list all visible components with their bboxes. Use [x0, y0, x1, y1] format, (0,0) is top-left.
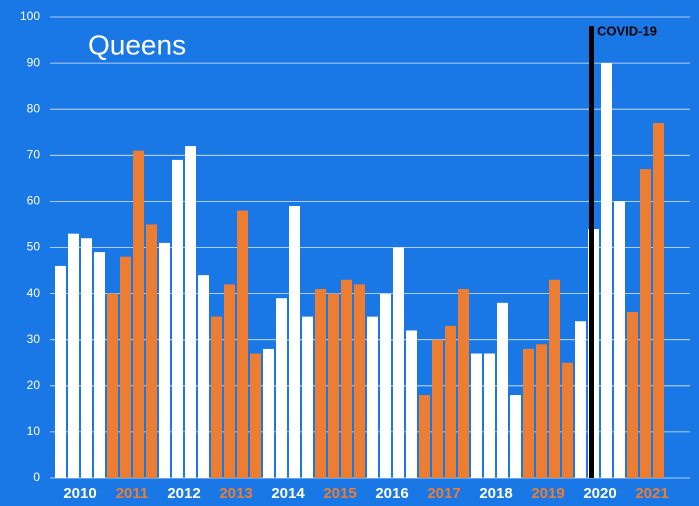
bar: [523, 348, 534, 478]
bar: [198, 275, 209, 478]
bar: [159, 242, 170, 478]
bar: [315, 288, 326, 478]
bar: [445, 325, 456, 478]
bar: [224, 284, 235, 478]
y-tick-label: 80: [27, 101, 41, 115]
bar: [601, 63, 612, 478]
bar: [419, 395, 430, 478]
x-tick-label: 2011: [116, 485, 149, 502]
bar: [536, 344, 547, 478]
y-tick-label: 60: [27, 194, 41, 208]
bar: [653, 123, 664, 478]
bar: [146, 224, 157, 478]
bar: [614, 201, 625, 478]
x-tick-label: 2014: [271, 485, 305, 502]
bar: [510, 395, 521, 478]
x-tick-label: 2015: [323, 485, 356, 502]
grid: 0 10 20 30 40 50 60 70 80 90 100: [20, 9, 690, 484]
bar: [237, 210, 248, 478]
bar: [627, 312, 638, 478]
bar: [393, 247, 404, 478]
x-tick-label: 2020: [583, 485, 616, 502]
y-tick-label: 0: [33, 470, 40, 484]
bar: [432, 339, 443, 478]
bar: [562, 362, 573, 478]
bar: [497, 302, 508, 478]
bar: [354, 284, 365, 478]
annotation: COVID-19: [597, 23, 657, 38]
bar: [107, 293, 118, 478]
bar: [211, 316, 222, 478]
bar: [133, 150, 144, 478]
bar: [575, 321, 586, 478]
bar: [55, 265, 66, 478]
bar: [250, 353, 261, 478]
bar: [289, 206, 300, 478]
bar: [640, 169, 651, 478]
y-tick-label: 10: [27, 424, 41, 438]
bar: [380, 293, 391, 478]
x-tick-label: 2017: [427, 485, 460, 502]
bar: [81, 238, 92, 478]
bar: [94, 252, 105, 478]
covid-line: [589, 26, 594, 478]
x-tick-label: 2021: [635, 485, 668, 502]
y-tick-label: 20: [27, 378, 41, 392]
bar: [276, 298, 287, 478]
y-tick-label: 90: [27, 55, 41, 69]
x-tick-label: 2013: [219, 485, 252, 502]
x-tick-label: 2010: [63, 485, 96, 502]
x-tick-label: 2016: [375, 485, 408, 502]
x-tick-label: 2018: [479, 485, 512, 502]
bar: [328, 293, 339, 478]
bar: [68, 233, 79, 478]
bar: [406, 330, 417, 478]
bar: [172, 159, 183, 478]
bar: [367, 316, 378, 478]
bar: [120, 256, 131, 478]
bar: [185, 146, 196, 478]
y-tick-label: 30: [27, 332, 41, 346]
x-tick-label: 2012: [167, 485, 200, 502]
bar: [458, 288, 469, 478]
y-tick-label: 70: [27, 147, 41, 161]
chart-title: Queens: [88, 29, 186, 60]
y-tick-label: 100: [20, 9, 40, 23]
y-tick-label: 40: [27, 286, 41, 300]
x-tick-label: 2019: [531, 485, 564, 502]
bar: [263, 348, 274, 478]
y-tick-label: 50: [27, 240, 41, 254]
bar: [549, 279, 560, 478]
bar: [484, 353, 495, 478]
bar: [341, 279, 352, 478]
bar: [302, 316, 313, 478]
bar: [471, 353, 482, 478]
